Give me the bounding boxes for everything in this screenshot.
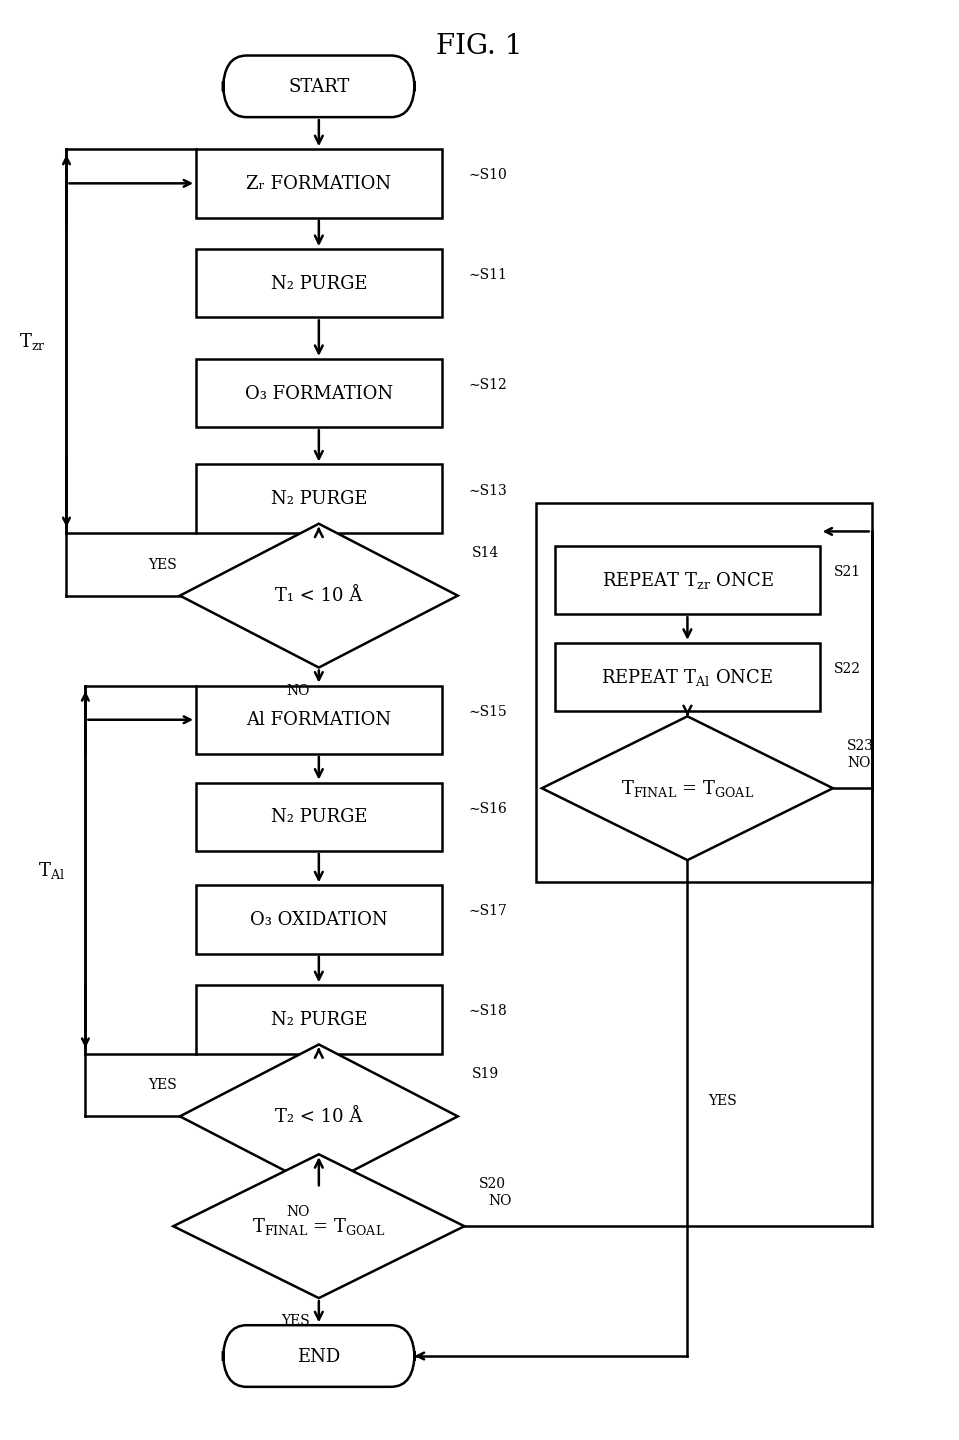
Text: NO: NO xyxy=(488,1194,511,1208)
Text: O₃ FORMATION: O₃ FORMATION xyxy=(245,384,393,402)
Text: T$_\mathregular{zr}$: T$_\mathregular{zr}$ xyxy=(19,331,46,351)
Text: ∼S16: ∼S16 xyxy=(468,802,507,815)
Text: END: END xyxy=(297,1346,340,1365)
Text: N₂ PURGE: N₂ PURGE xyxy=(270,808,367,827)
Text: O₃ OXIDATION: O₃ OXIDATION xyxy=(250,910,387,929)
FancyBboxPatch shape xyxy=(196,465,442,533)
Text: FIG. 1: FIG. 1 xyxy=(436,33,523,60)
FancyBboxPatch shape xyxy=(223,56,414,118)
Text: N₂ PURGE: N₂ PURGE xyxy=(270,490,367,508)
FancyBboxPatch shape xyxy=(555,644,820,711)
Text: REPEAT T$_\mathregular{Al}$ ONCE: REPEAT T$_\mathregular{Al}$ ONCE xyxy=(601,667,774,688)
Text: Zᵣ FORMATION: Zᵣ FORMATION xyxy=(246,174,391,193)
FancyBboxPatch shape xyxy=(196,886,442,953)
Text: ∼S15: ∼S15 xyxy=(468,704,507,719)
Text: REPEAT T$_\mathregular{zr}$ ONCE: REPEAT T$_\mathregular{zr}$ ONCE xyxy=(601,570,773,590)
Polygon shape xyxy=(180,524,457,668)
FancyBboxPatch shape xyxy=(196,150,442,217)
Text: NO: NO xyxy=(287,1204,310,1218)
Text: YES: YES xyxy=(149,1079,177,1092)
Text: YES: YES xyxy=(281,1313,310,1328)
Polygon shape xyxy=(174,1155,464,1297)
Text: N₂ PURGE: N₂ PURGE xyxy=(270,275,367,292)
Polygon shape xyxy=(180,1044,457,1188)
FancyBboxPatch shape xyxy=(555,546,820,615)
Text: YES: YES xyxy=(149,557,177,572)
Text: Al FORMATION: Al FORMATION xyxy=(246,711,391,729)
Text: ∼S12: ∼S12 xyxy=(468,377,507,392)
Text: ∼S10: ∼S10 xyxy=(468,168,507,183)
Text: ∼S18: ∼S18 xyxy=(468,1004,507,1018)
Text: T$_\mathregular{Al}$: T$_\mathregular{Al}$ xyxy=(37,860,64,880)
FancyBboxPatch shape xyxy=(196,359,442,428)
Text: S23: S23 xyxy=(847,739,875,752)
FancyBboxPatch shape xyxy=(196,249,442,318)
FancyBboxPatch shape xyxy=(196,783,442,851)
Text: S20: S20 xyxy=(479,1176,505,1189)
FancyBboxPatch shape xyxy=(196,985,442,1054)
Text: T$_\mathregular{FINAL}$ = T$_\mathregular{GOAL}$: T$_\mathregular{FINAL}$ = T$_\mathregula… xyxy=(252,1215,386,1237)
Text: T₁ < 10 Å: T₁ < 10 Å xyxy=(275,588,363,605)
Text: S22: S22 xyxy=(834,661,861,675)
Text: S19: S19 xyxy=(472,1067,499,1080)
Text: NO: NO xyxy=(847,756,871,770)
Text: YES: YES xyxy=(708,1094,737,1107)
Text: T₂ < 10 Å: T₂ < 10 Å xyxy=(275,1107,363,1126)
Text: S21: S21 xyxy=(834,564,861,579)
Text: S14: S14 xyxy=(472,546,500,560)
FancyBboxPatch shape xyxy=(196,685,442,755)
Text: ∼S13: ∼S13 xyxy=(468,484,507,497)
Text: ∼S11: ∼S11 xyxy=(468,268,507,282)
Polygon shape xyxy=(542,717,833,860)
Text: NO: NO xyxy=(287,684,310,697)
Text: N₂ PURGE: N₂ PURGE xyxy=(270,1011,367,1028)
FancyBboxPatch shape xyxy=(223,1325,414,1387)
Text: T$_\mathregular{FINAL}$ = T$_\mathregular{GOAL}$: T$_\mathregular{FINAL}$ = T$_\mathregula… xyxy=(620,778,754,799)
Text: START: START xyxy=(289,78,349,96)
Text: ∼S17: ∼S17 xyxy=(468,904,507,919)
